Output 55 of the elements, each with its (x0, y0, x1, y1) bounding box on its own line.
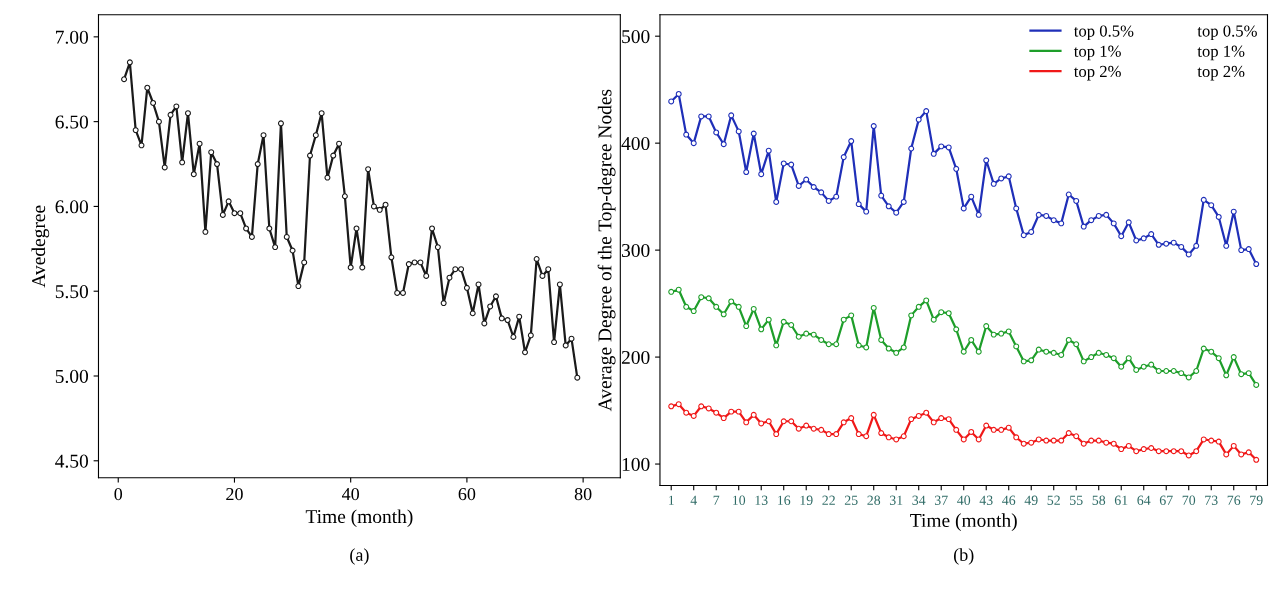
y-tick-label: 6.50 (55, 115, 89, 129)
x-tick-label: 4 (690, 495, 697, 505)
text: (b) (953, 548, 974, 565)
x-tick-label: 37 (934, 495, 948, 505)
x-tick-label: 76 (1227, 495, 1241, 505)
y-axis-title: Avedegree (31, 205, 50, 288)
x-tick-label: 60 (458, 487, 476, 501)
text: top 2% (1197, 65, 1245, 81)
x-tick-label: 40 (342, 487, 360, 501)
x-tick-label: 10 (732, 495, 746, 505)
text: (a) (350, 548, 369, 565)
x-tick-label: 67 (1159, 495, 1173, 505)
y-tick-label: 4.50 (55, 454, 89, 468)
x-tick-label: 61 (1114, 495, 1128, 505)
x-axis-title: Time (month) (305, 509, 413, 528)
y-tick-label: 400 (621, 136, 650, 151)
legend-label: top 2% (1073, 65, 1121, 81)
y-tick-label: 500 (622, 30, 650, 44)
x-tick-label: 25 (844, 495, 858, 505)
x-tick-label: 16 (778, 495, 791, 505)
x-tick-label: 52 (1047, 495, 1060, 505)
x-tick-label: 70 (1182, 495, 1196, 505)
x-tick-label: 34 (912, 495, 926, 505)
x-tick-label: 58 (1092, 495, 1106, 505)
legend-label: top 0.5% (1073, 25, 1134, 41)
x-tick-label: 64 (1137, 495, 1151, 505)
text: top 0.5% (1197, 25, 1257, 41)
x-tick-label: 22 (822, 495, 835, 505)
y-tick-label: 5.00 (55, 369, 89, 384)
x-tick-label: 43 (979, 495, 993, 505)
x-tick-label: 40 (957, 495, 971, 505)
x-tick-label: 73 (1205, 495, 1218, 505)
x-tick-label: 31 (889, 495, 903, 505)
y-tick-label: 5.50 (55, 285, 89, 299)
y-tick-label: 200 (621, 350, 650, 365)
y-axis-title: Average Degree of the Top-degree Nodes (597, 89, 616, 412)
y-tick-label: 300 (622, 243, 650, 258)
x-tick-label: 79 (1250, 495, 1263, 505)
y-tick-label: 6.00 (55, 200, 89, 214)
x-tick-label: 19 (800, 495, 813, 505)
x-tick-label: 80 (574, 487, 592, 501)
x-axis-title: Time (month) (910, 513, 1017, 531)
x-tick-label: 7 (713, 495, 720, 505)
legend-label: top 1% (1073, 45, 1121, 61)
x-tick-label: 1 (668, 495, 674, 505)
x-tick-label: 20 (226, 487, 243, 501)
x-tick-label: 0 (114, 487, 123, 501)
text: top 1% (1197, 45, 1245, 61)
y-tick-label: 100 (622, 457, 650, 471)
x-tick-label: 28 (867, 495, 881, 505)
x-tick-label: 13 (755, 495, 768, 505)
x-tick-label: 46 (1002, 495, 1016, 505)
y-tick-label: 7.00 (56, 30, 89, 44)
x-tick-label: 49 (1024, 495, 1038, 505)
x-tick-label: 55 (1070, 495, 1083, 505)
